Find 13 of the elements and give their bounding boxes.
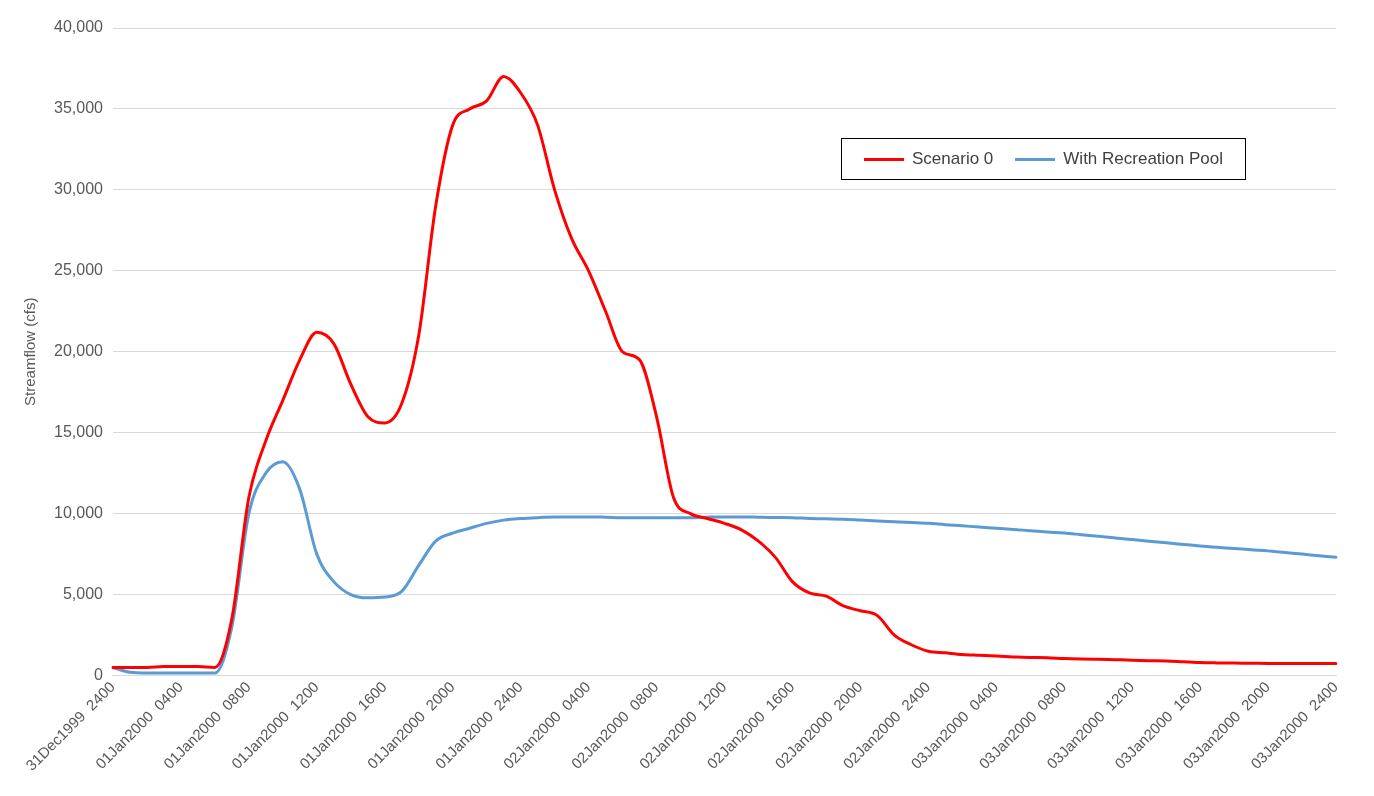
y-tick-label: 20,000 xyxy=(54,342,104,360)
legend-label: Scenario 0 xyxy=(912,149,994,169)
legend-label: With Recreation Pool xyxy=(1063,149,1223,169)
y-tick-label: 40,000 xyxy=(54,18,104,36)
y-axis-title: Streamflow (cfs) xyxy=(21,297,39,406)
y-tick-label: 25,000 xyxy=(54,261,104,279)
y-tick-label: 30,000 xyxy=(54,180,104,198)
y-tick-label: 15,000 xyxy=(54,423,104,441)
y-tick-label: 5,000 xyxy=(62,584,104,602)
line-series xyxy=(111,75,1338,669)
y-tick-label: 0 xyxy=(94,665,104,683)
y-tick-label: 10,000 xyxy=(54,504,104,522)
y-tick-label: 35,000 xyxy=(54,99,104,117)
